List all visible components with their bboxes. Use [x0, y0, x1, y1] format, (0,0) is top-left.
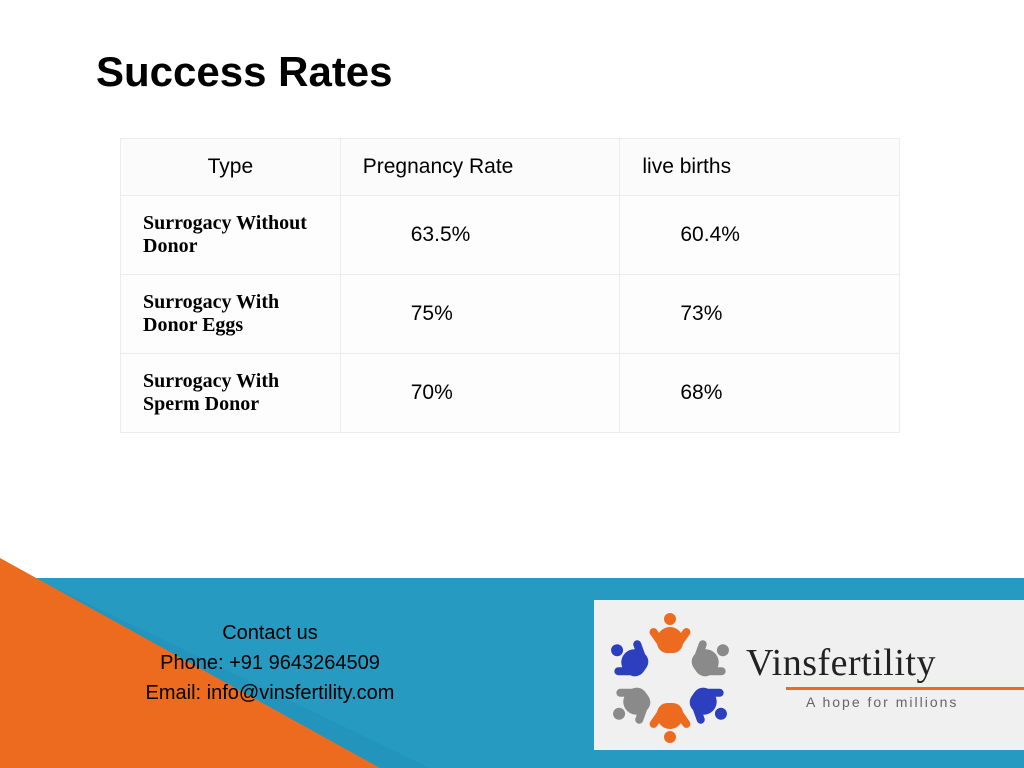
col-header-type: Type [121, 139, 341, 196]
cell-live-births: 73% [620, 275, 900, 354]
page-title: Success Rates [96, 48, 393, 96]
contact-block: Contact us Phone: +91 9643264509 Email: … [120, 618, 420, 708]
logo-text: Vinsfertility A hope for millions [746, 641, 1024, 710]
table-row: Surrogacy With Donor Eggs 75% 73% [121, 275, 900, 354]
logo-tagline: A hope for millions [806, 694, 1024, 710]
logo-mark-icon [610, 615, 730, 735]
contact-phone: Phone: +91 9643264509 [120, 648, 420, 678]
logo-box: Vinsfertility A hope for millions [594, 600, 1024, 750]
cell-live-births: 60.4% [620, 196, 900, 275]
footer: Contact us Phone: +91 9643264509 Email: … [0, 558, 1024, 768]
cell-type: Surrogacy With Donor Eggs [121, 275, 341, 354]
col-header-live-births: live births [620, 139, 900, 196]
cell-pregnancy-rate: 75% [340, 275, 620, 354]
cell-live-births: 68% [620, 354, 900, 433]
contact-heading: Contact us [120, 618, 420, 648]
table-row: Surrogacy Without Donor 63.5% 60.4% [121, 196, 900, 275]
cell-type: Surrogacy With Sperm Donor [121, 354, 341, 433]
contact-email: Email: info@vinsfertility.com [120, 678, 420, 708]
cell-type: Surrogacy Without Donor [121, 196, 341, 275]
cell-pregnancy-rate: 70% [340, 354, 620, 433]
table-row: Surrogacy With Sperm Donor 70% 68% [121, 354, 900, 433]
logo-underline [786, 687, 1024, 690]
logo-name: Vinsfertility [746, 641, 1024, 685]
success-rates-table: Type Pregnancy Rate live births Surrogac… [120, 138, 900, 433]
cell-pregnancy-rate: 63.5% [340, 196, 620, 275]
table-header-row: Type Pregnancy Rate live births [121, 139, 900, 196]
col-header-pregnancy-rate: Pregnancy Rate [340, 139, 620, 196]
